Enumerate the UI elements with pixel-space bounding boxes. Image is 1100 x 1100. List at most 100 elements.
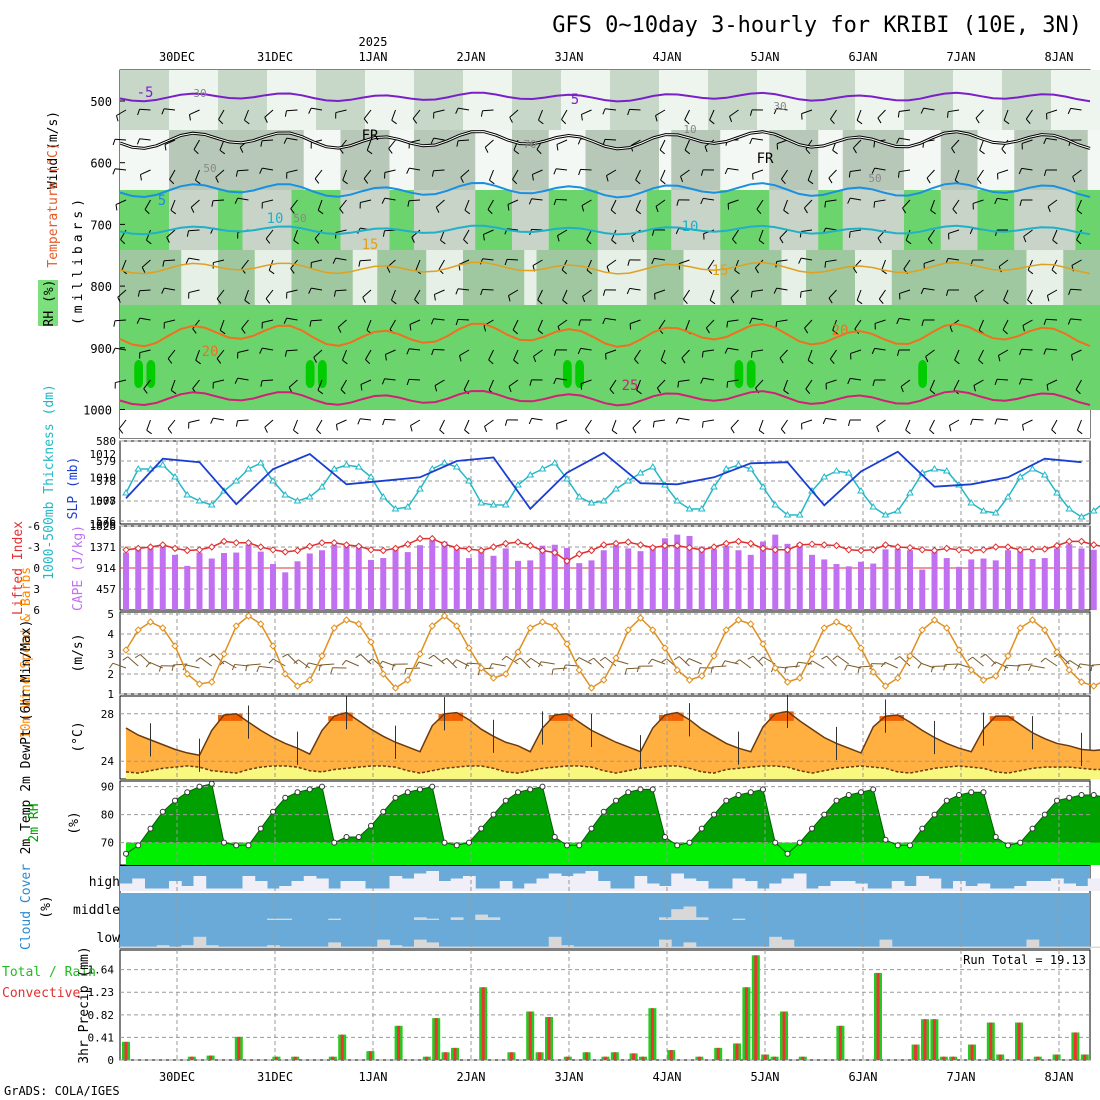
wind10m-point [808, 650, 816, 658]
top-date-label: 5JAN [751, 50, 780, 64]
wind-barb [166, 229, 176, 238]
cape-bar [1090, 549, 1097, 610]
wind-barb-feather [828, 177, 833, 184]
cape-bar [796, 542, 803, 610]
wind-barb [709, 109, 715, 121]
wind-barb [850, 349, 862, 354]
rh-cell [695, 305, 709, 410]
wind-barb-feather [873, 141, 876, 148]
precip-convective-bar [124, 1041, 128, 1060]
rh-cell [806, 250, 819, 305]
rh2m-point [1066, 794, 1073, 801]
wind-barb-feather [431, 349, 434, 356]
thickness-point [771, 501, 780, 508]
wind-barb [727, 319, 739, 323]
wind-barb-feather [754, 267, 759, 274]
wind-barb-feather [513, 359, 519, 365]
rh-cell [1038, 70, 1052, 130]
rh-cell [218, 305, 231, 410]
wind-barb-feather [1018, 378, 1023, 385]
precip-convective-bar [293, 1056, 297, 1060]
cloud-low-bar [426, 942, 439, 948]
li-tick: -3 [27, 541, 40, 554]
cloud-low-bar [1002, 946, 1015, 948]
cape-bar [306, 553, 313, 610]
wind10m-barb [651, 658, 666, 665]
wind-barb-feather [455, 288, 459, 295]
contour-label: -5 [137, 85, 154, 101]
rh2m-point [1029, 825, 1036, 832]
wind-barb [115, 347, 127, 351]
precip-convective-bar [453, 1047, 457, 1060]
wind-barb-feather [406, 348, 410, 355]
lifted-index-point [183, 546, 191, 555]
wind10m-point [869, 668, 877, 676]
wind10m-barb-feather [208, 653, 215, 658]
wind-barb-feather [729, 116, 733, 123]
wind-barb [170, 379, 176, 391]
wind-barb [1046, 348, 1058, 351]
rh2m-point [919, 825, 926, 832]
wind-barb [850, 197, 862, 201]
thickness-point [734, 461, 743, 468]
lifted-index-point [269, 546, 277, 554]
wind-barb [734, 259, 739, 271]
wind-barb-feather [342, 179, 348, 185]
wind-barb-feather [192, 328, 197, 334]
rh2m-point [772, 839, 779, 846]
wind-barb-feather [456, 140, 459, 147]
rh-cell [414, 250, 427, 305]
wind-barb-feather [969, 228, 974, 235]
wind-barb-feather [677, 381, 680, 388]
wind-barb [537, 319, 543, 331]
wind-barb-feather [388, 148, 393, 154]
wind10m-barb-feather [514, 657, 521, 662]
rh-cell [940, 70, 954, 130]
wind-barb [555, 198, 568, 201]
rh-cell [205, 130, 219, 190]
credit: GrADS: COLA/IGES [4, 1084, 120, 1098]
slp-tick: 1010 [90, 471, 117, 484]
lifted-index-point [1016, 546, 1024, 554]
rh-cell [365, 130, 378, 190]
wind-barb-feather [970, 419, 973, 426]
rh-cell [377, 305, 390, 410]
cloud-low-bar [1014, 946, 1027, 948]
wind-barb [899, 169, 911, 173]
thickness-point [722, 465, 731, 472]
rh-cell [536, 70, 550, 130]
wind-barb-feather [804, 327, 809, 334]
wind10m-point [1090, 682, 1098, 690]
wind-barb [758, 419, 764, 431]
wind10m-barb-feather [758, 656, 764, 662]
rh-cell [708, 190, 721, 250]
wind-barb [1051, 419, 1058, 430]
rh-cell [352, 305, 366, 410]
rh-cell [585, 130, 599, 190]
cloud-low-bar [487, 946, 501, 948]
wind-barb-feather [460, 177, 464, 183]
wind-barb-feather [1052, 239, 1058, 245]
cloud-high-gap [401, 878, 415, 891]
upper-rh-label: RH (%) [42, 280, 57, 327]
rh-cell [671, 130, 684, 190]
wind-barb-feather [339, 208, 344, 214]
cloud-high-gap [1026, 881, 1040, 891]
thickness-point [514, 481, 522, 488]
wind-barb-feather [363, 178, 369, 184]
lifted-index-point [159, 541, 167, 549]
rh2m-point [184, 789, 191, 796]
wind-barb-feather [216, 358, 222, 364]
contour-5 [119, 181, 1091, 199]
wind-barb [752, 317, 764, 321]
temp2m-label: 2m Temp 2m DewPt (6hr Min/Max) [19, 620, 34, 855]
wind10m-point [1077, 678, 1086, 686]
li-tick: -6 [27, 520, 40, 533]
wind10m-barb [372, 658, 384, 669]
wind-barb [415, 259, 421, 271]
bottom-date-label: 31DEC [257, 1070, 293, 1084]
wind-barb [261, 379, 274, 382]
wind10m-barb [360, 654, 372, 665]
cape-bar [564, 547, 570, 610]
